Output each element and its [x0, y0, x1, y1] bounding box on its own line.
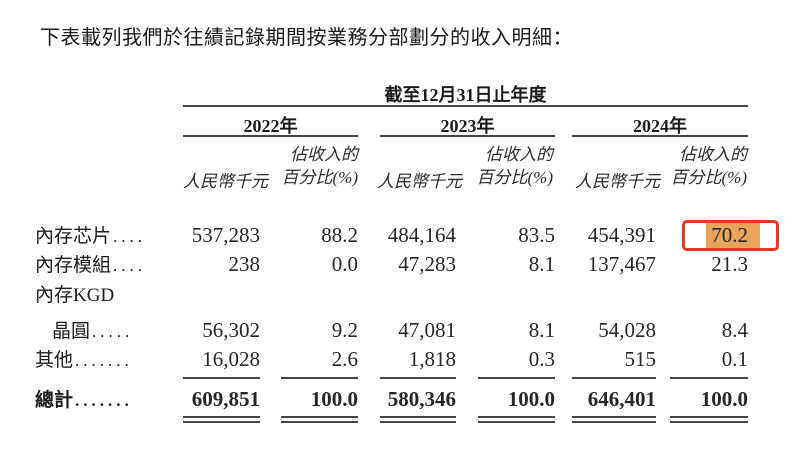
total-double-rule	[183, 416, 260, 423]
dot-leader: ....	[113, 256, 147, 275]
amount-cell: 47,081	[398, 318, 456, 342]
total-double-rule	[478, 416, 555, 423]
row-label: 總計.......	[35, 390, 133, 411]
table-row-others: 其他....... 16,028 2.6 1,818 0.3 515 0.1	[35, 344, 748, 371]
pct-cell: 0.1	[721, 347, 748, 371]
table-row-total: 總計....... 609,851 100.0 580,346 100.0 64…	[35, 384, 748, 411]
period-header: 截至12月31日止年度	[384, 85, 547, 105]
amount-cell: 484,164	[387, 223, 456, 247]
dot-leader: .......	[75, 391, 133, 410]
row-label: 其他.......	[35, 350, 133, 371]
col-header-pct-line2: 百分比(%)	[281, 168, 358, 187]
amount-cell: 1,818	[408, 347, 456, 371]
year-header-2024: 2024年	[633, 116, 687, 136]
total-double-rule	[670, 416, 748, 423]
pct-cell: 0.0	[331, 252, 358, 276]
row-label: 晶圓.....	[52, 321, 134, 342]
subtotal-rule	[183, 377, 260, 379]
col-header-amount-2022: 人民幣千元	[183, 172, 268, 191]
dot-leader: ....	[113, 227, 147, 246]
amount-cell: 580,346	[387, 387, 456, 411]
year-header-2022: 2022年	[243, 116, 298, 136]
pct-cell: 8.1	[528, 318, 555, 342]
amount-cell: 646,401	[587, 387, 656, 411]
col-header-pct-2022: 佔收入的 百分比(%)	[228, 143, 358, 189]
subtotal-rule	[380, 377, 456, 379]
year-rule-2024	[572, 135, 748, 137]
pct-cell: 83.5	[518, 223, 555, 247]
year-rule-2022	[183, 135, 358, 137]
amount-cell: 609,851	[191, 387, 260, 411]
amount-cell: 537,283	[191, 223, 260, 247]
pct-cell: 70.2	[670, 221, 760, 249]
pct-cell: 100.0	[310, 387, 358, 411]
col-header-pct-line1: 佔收入的	[485, 145, 553, 164]
amount-cell: 47,283	[398, 252, 456, 276]
dot-leader: .......	[75, 351, 133, 370]
row-label: 內存芯片....	[35, 226, 147, 247]
table-top-rule	[183, 105, 748, 107]
subtotal-rule	[572, 377, 656, 379]
row-label: 內存KGD	[35, 285, 115, 306]
total-double-rule	[572, 416, 656, 423]
intro-text: 下表載列我們於往績記錄期間按業務分部劃分的收入明細：	[40, 27, 573, 49]
pct-cell: 9.2	[331, 318, 358, 342]
row-label: 內存模組....	[35, 255, 147, 276]
amount-cell: 515	[624, 347, 657, 371]
col-header-pct-line2: 百分比(%)	[476, 168, 553, 187]
table-row-memory-chips: 內存芯片.... 537,283 88.2 484,164 83.5 454,3…	[35, 220, 760, 249]
pct-cell: 21.3	[711, 252, 748, 276]
amount-cell: 16,028	[202, 347, 260, 371]
amount-cell: 56,302	[202, 318, 260, 342]
table-row-wafers: 晶圓..... 56,302 9.2 47,081 8.1 54,028 8.4	[35, 315, 748, 342]
table-row-memory-kgd: 內存KGD	[35, 279, 748, 305]
col-header-amount-2023: 人民幣千元	[377, 172, 462, 191]
dot-leader: .....	[92, 322, 134, 341]
col-header-pct-2023: 佔收入的 百分比(%)	[423, 143, 553, 189]
year-rule-2023	[380, 135, 555, 137]
year-header-2023: 2023年	[440, 116, 495, 136]
pct-cell: 8.1	[528, 252, 555, 276]
amount-cell: 54,028	[598, 318, 656, 342]
table-row-memory-modules: 內存模組.... 238 0.0 47,283 8.1 137,467 21.3	[35, 249, 748, 276]
pct-cell: 2.6	[331, 347, 358, 371]
annotation-red-box	[682, 220, 779, 251]
subtotal-rule	[281, 377, 358, 379]
col-header-amount-2024: 人民幣千元	[575, 172, 660, 191]
highlighted-value: 70.2	[706, 221, 760, 249]
col-header-pct-line1: 佔收入的	[679, 145, 747, 164]
col-header-pct-line1: 佔收入的	[290, 145, 358, 164]
col-header-pct-2024: 佔收入的 百分比(%)	[617, 143, 747, 189]
pct-cell: 0.3	[528, 347, 555, 371]
amount-cell: 137,467	[587, 252, 656, 276]
amount-cell: 238	[228, 252, 261, 276]
pct-cell: 100.0	[700, 387, 748, 411]
pct-cell: 8.4	[721, 318, 748, 342]
pct-cell: 88.2	[321, 223, 358, 247]
subtotal-rule	[670, 377, 748, 379]
total-double-rule	[281, 416, 358, 423]
subtotal-rule	[478, 377, 555, 379]
col-header-pct-line2: 百分比(%)	[670, 168, 747, 187]
amount-cell: 454,391	[587, 223, 656, 247]
pct-cell: 100.0	[507, 387, 555, 411]
total-double-rule	[380, 416, 456, 423]
